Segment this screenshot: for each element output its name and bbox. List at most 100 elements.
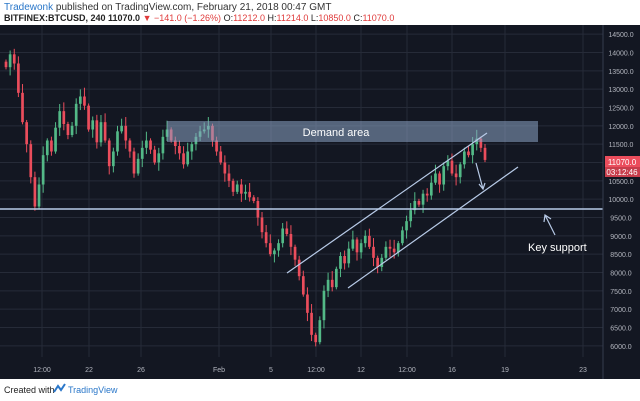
candle-body — [8, 54, 12, 68]
candle-body — [372, 246, 375, 258]
price-tick-label: 14000.0 — [608, 51, 633, 58]
candle-body — [58, 111, 62, 128]
candle-body — [326, 279, 330, 291]
channel-lower-line — [347, 166, 519, 289]
low-value: 10850.0 — [318, 13, 351, 23]
time-tick-label: 23 — [579, 367, 587, 374]
high-value: 11214.0 — [276, 13, 309, 23]
candle-body — [70, 125, 74, 135]
candle-body — [91, 120, 95, 130]
price-axis[interactable]: 14500.0 14000.0 13500.0 13000.0 12500.0 12000… — [602, 25, 640, 379]
price-tick-label: 10500.0 — [608, 179, 633, 186]
candle-body — [99, 122, 103, 143]
candle-body — [368, 235, 371, 247]
price-tick-label: 9000.0 — [610, 234, 632, 241]
time-tick-label: Feb — [213, 367, 225, 374]
publish-line: Tradewonk published on TradingView.com, … — [4, 2, 331, 13]
author-link[interactable]: Tradewonk — [4, 2, 54, 13]
candle-body — [285, 228, 289, 234]
support-arrow-head — [543, 213, 552, 223]
candle-body — [471, 144, 474, 156]
price-chart[interactable]: Demand area Key support 14500.0 14000.0 13… — [0, 25, 640, 379]
time-tick-label: 22 — [85, 367, 93, 374]
candle-body — [297, 259, 301, 277]
candle-body — [240, 184, 243, 194]
price-tick-label: 12000.0 — [608, 124, 633, 131]
candle-body — [359, 243, 363, 253]
candle-body — [363, 235, 367, 244]
candle-body — [157, 153, 161, 163]
bar-countdown-tag — [605, 167, 640, 177]
candle-body — [112, 151, 115, 167]
price-change: ▼ −141.0 (−1.26%) — [142, 13, 222, 23]
key-support-label: Key support — [528, 242, 587, 254]
low-label: L: — [310, 13, 319, 23]
candle-body — [434, 173, 437, 183]
candle-body — [264, 232, 268, 244]
candle-body — [128, 140, 132, 152]
candle-body — [301, 276, 305, 295]
candle-body — [149, 140, 152, 150]
candle-body — [235, 184, 239, 192]
candle-body — [450, 160, 454, 174]
candle-body — [83, 96, 86, 106]
candle-body — [380, 257, 384, 267]
candle-body — [417, 201, 421, 205]
candle-body — [409, 210, 413, 222]
high-label: H: — [267, 13, 277, 23]
candle-body — [351, 239, 355, 249]
demand-area-box — [167, 121, 538, 142]
candle-body — [66, 124, 70, 135]
candle-body — [438, 173, 441, 185]
candle-body — [388, 246, 392, 249]
open-value: 11212.0 — [233, 13, 265, 23]
candle-body — [483, 147, 487, 160]
candle-body — [107, 140, 111, 167]
candle-body — [41, 155, 45, 185]
price-tick-label: 8000.0 — [610, 271, 632, 278]
price-tick-label: 13500.0 — [608, 69, 633, 76]
demand-area-label: Demand area — [303, 127, 371, 139]
last-price-tag — [605, 156, 640, 167]
price-tick-label: 12500.0 — [608, 106, 633, 113]
candle-body — [335, 268, 338, 288]
candle-body — [314, 334, 318, 343]
price-tick-label: 7000.0 — [610, 307, 632, 314]
candle-body — [384, 246, 388, 258]
last-price: 11070.0 — [108, 13, 141, 23]
open-label: O: — [223, 13, 234, 23]
price-axis-bg — [603, 25, 640, 379]
candle-body — [140, 147, 144, 159]
candle-body — [392, 248, 396, 253]
candle-body — [215, 140, 218, 152]
time-tick-label: 12 — [357, 367, 365, 374]
candle-body — [310, 312, 313, 335]
candle-body — [120, 125, 123, 132]
candle-body — [54, 127, 57, 152]
candle-body — [178, 146, 181, 154]
candle-body — [186, 151, 190, 165]
symbol-label[interactable]: BITFINEX:BTCUSD, 240 — [4, 13, 106, 23]
candle-body — [458, 164, 462, 178]
candle-body — [277, 243, 280, 251]
candle-body — [78, 96, 82, 104]
time-tick-label: 5 — [269, 367, 273, 374]
candle-body — [231, 180, 235, 192]
projection-arrow-shaft — [475, 162, 484, 190]
tradingview-brand[interactable]: TradingView — [68, 385, 118, 395]
candle-body — [103, 122, 107, 141]
candle-body — [33, 177, 37, 207]
time-axis[interactable]: 12:00 22 26 Feb 5 12:00 12 12:00 16 19 23 — [33, 367, 587, 374]
chart-header: Tradewonk published on TradingView.com, … — [0, 0, 640, 24]
candle-body — [268, 243, 272, 255]
price-tick-label: 6000.0 — [610, 344, 632, 351]
candle-body — [293, 246, 297, 260]
candle-body — [281, 228, 285, 244]
candle-body — [62, 111, 66, 124]
published-text: published on TradingView.com, February 2… — [55, 2, 332, 13]
candle-body — [339, 256, 342, 269]
chart-area[interactable]: Demand area Key support 14500.0 14000.0 13… — [0, 25, 640, 379]
candle-body — [376, 257, 379, 267]
candle-body — [306, 294, 309, 313]
candle-body — [153, 149, 156, 163]
